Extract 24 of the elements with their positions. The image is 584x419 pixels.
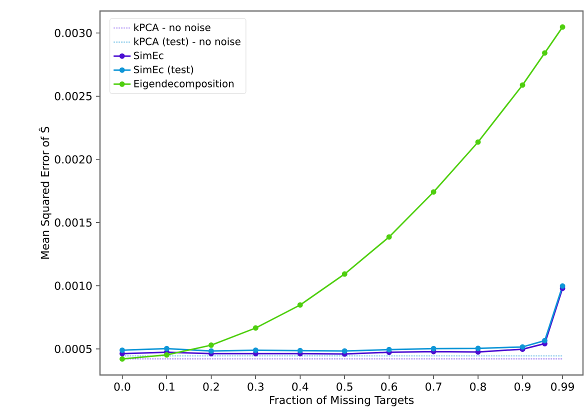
x-tick-label: 0.99 [551,382,574,391]
y-tick-label: 0.0020 [54,155,92,164]
x-tick-label: 0.4 [292,382,308,391]
y-tick-label: 0.0025 [54,92,92,100]
x-tick-label: 0.1 [158,382,174,391]
x-tick-label: 0.3 [248,382,264,391]
legend-label: kPCA (test) - no noise [134,37,240,46]
x-axis-title: Fraction of Missing Targets [270,396,414,406]
x-tick-label: 0.7 [426,382,442,391]
y-tick-label: 0.0005 [54,344,92,354]
x-tick-label: 0.2 [203,382,219,391]
y-tick-label: 0.0030 [54,28,92,38]
x-tick-label: 0.5 [336,382,352,391]
y-tick-label: 0.0010 [54,282,92,290]
x-tick-label: 0.0 [114,382,130,391]
legend-label: SimEc (test) [134,66,194,74]
legend-label: kPCA - no noise [134,23,210,32]
x-tick-label: 0.6 [381,382,398,391]
y-axis-title: Mean Squared Error of Ŝ [38,126,52,259]
x-tick-label: 0.9 [514,382,530,391]
y-tick-label: 0.0015 [54,218,92,227]
legend-label: SimEc [134,52,164,60]
legend-label: Eigendecomposition [134,80,234,90]
x-tick-label: 0.8 [470,382,486,391]
